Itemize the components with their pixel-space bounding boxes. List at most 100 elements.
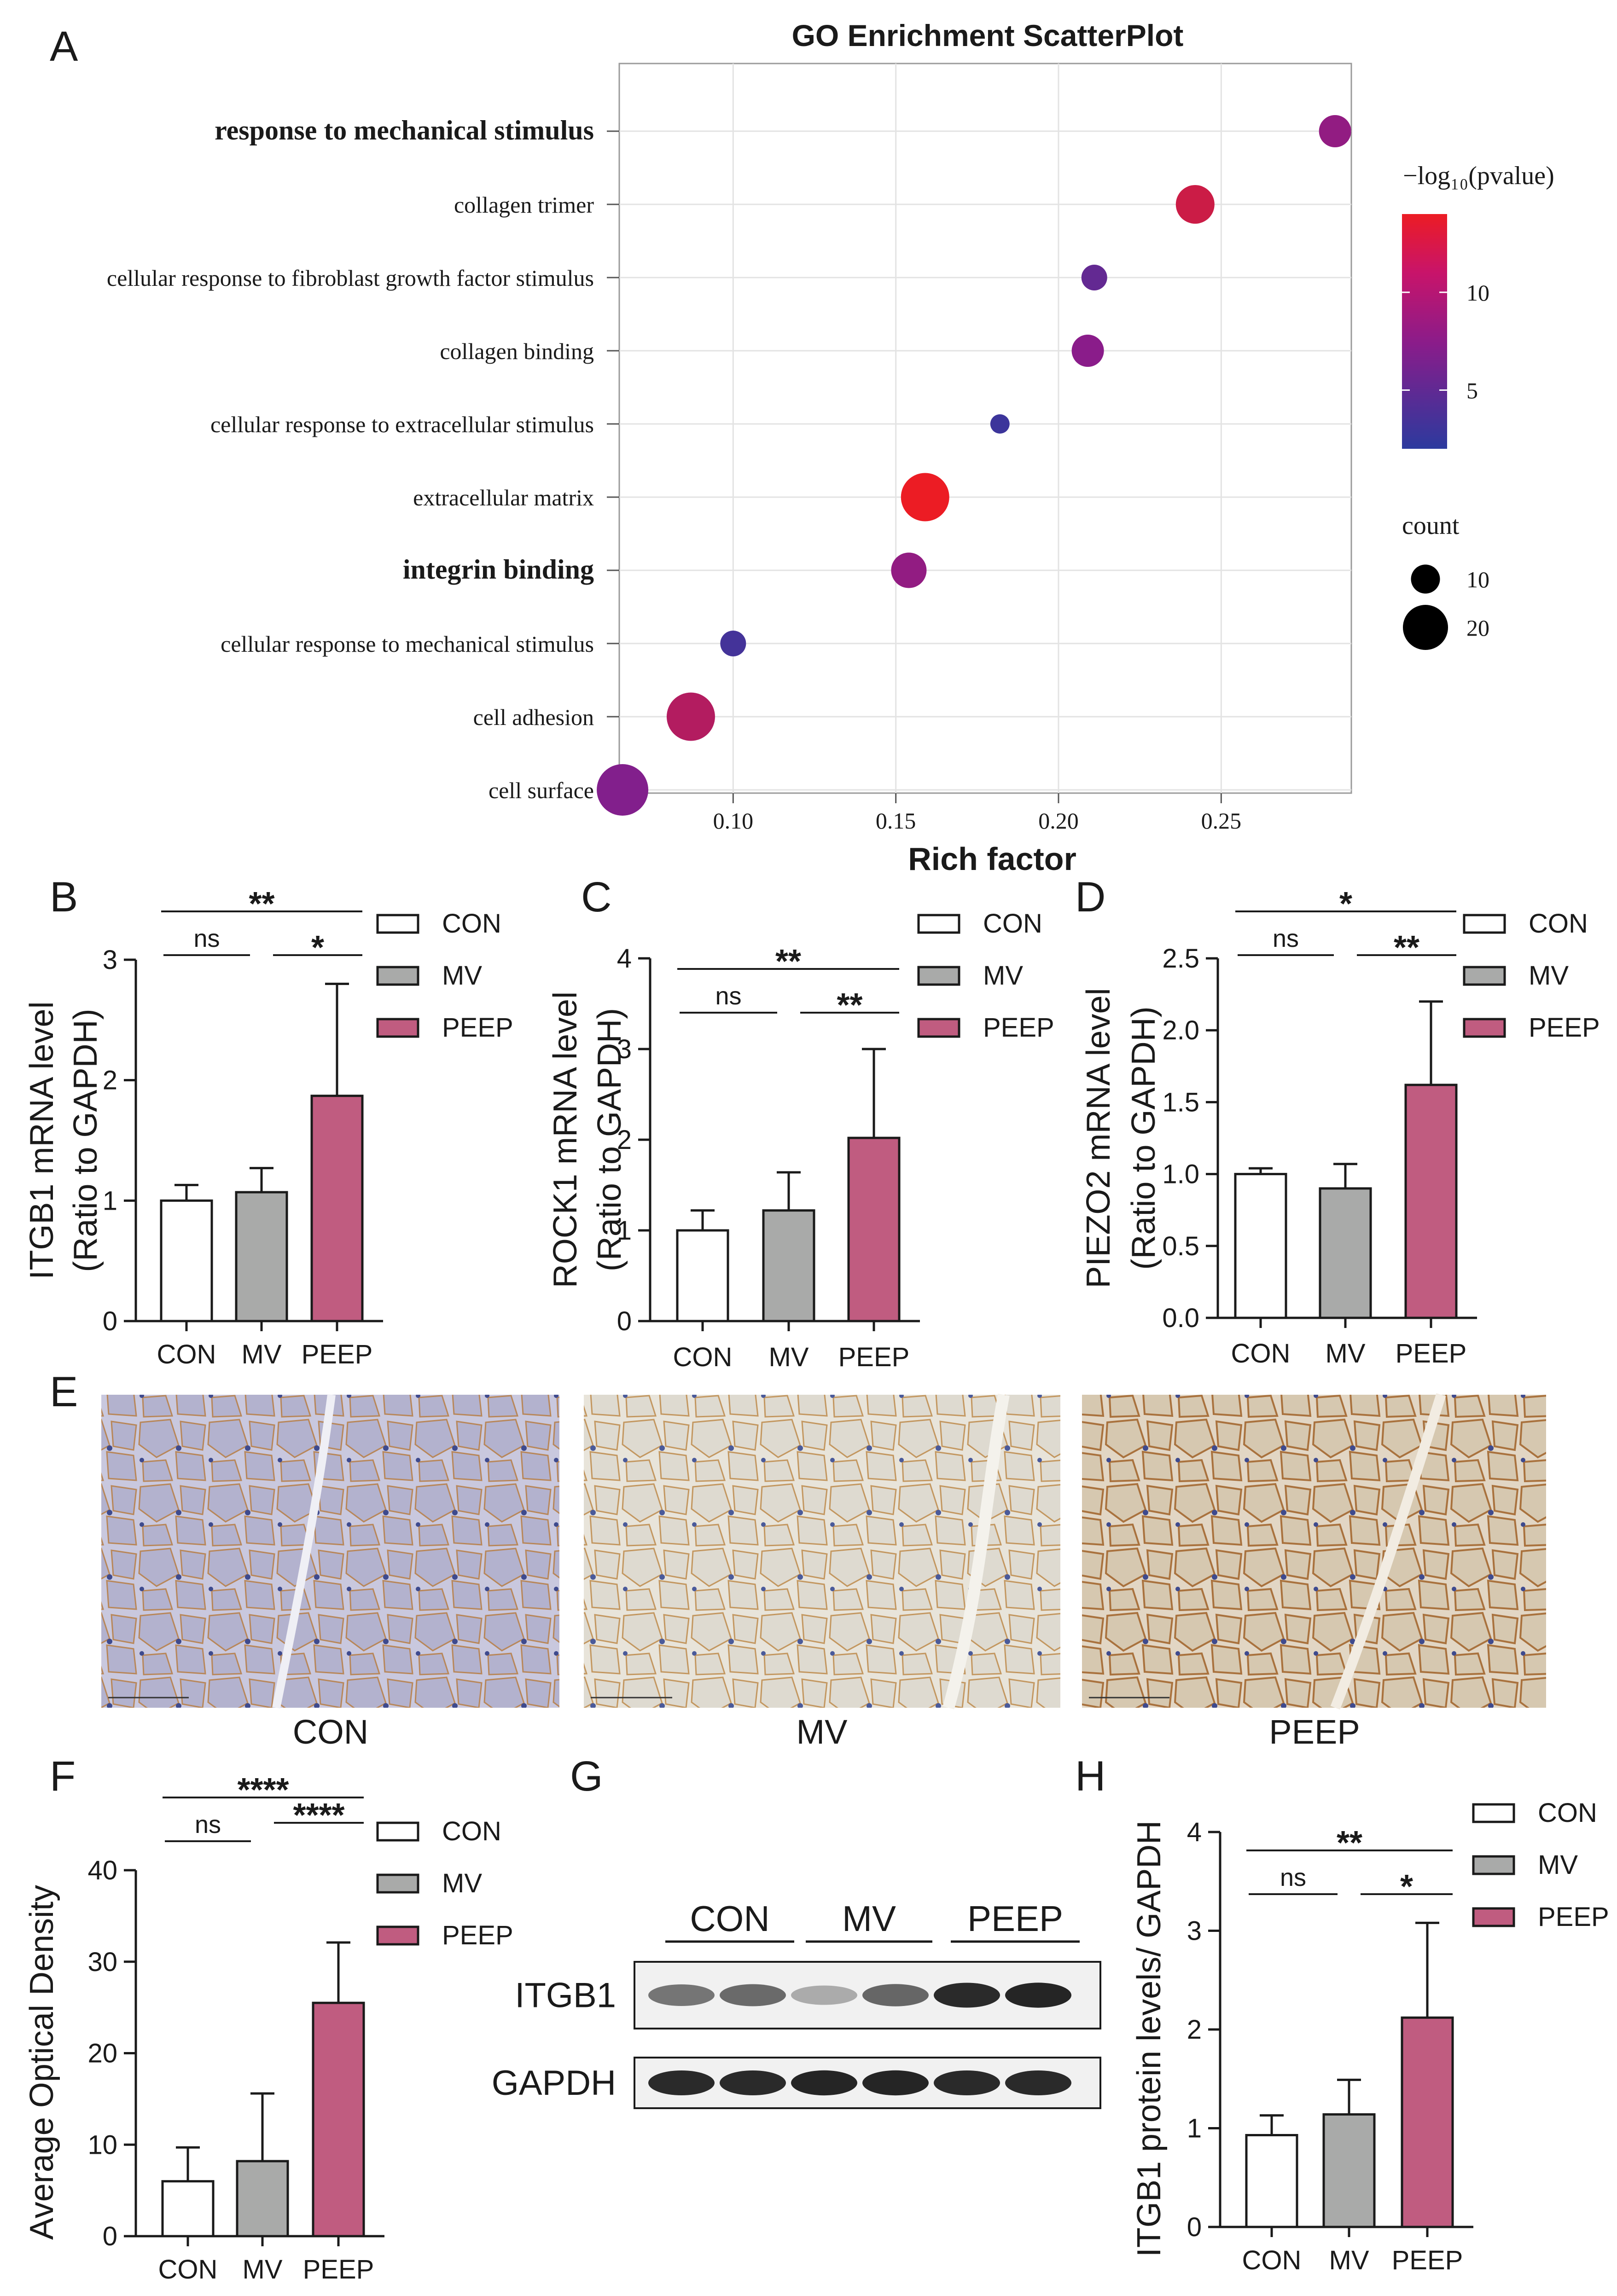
go-term-label: cellular response to extracellular stimu… [210,412,594,437]
histology-caption-mv: MV [797,1713,848,1751]
y-axis-label: PIEZO2 mRNA level [1080,988,1117,1288]
legend-swatch-mv [376,966,419,986]
go-color-tick-label: 5 [1466,378,1478,404]
blot-band [1005,2070,1071,2095]
y-tick-label: 3 [1187,1916,1202,1946]
x-tick-label: PEEP [1392,2245,1463,2275]
y-tick-label: 2 [103,1066,117,1096]
legend-label: CON [442,1816,501,1846]
bar-mv [1319,1187,1372,1319]
histology-fissure-mv [942,1393,1010,1710]
blot-band [791,1985,857,2005]
go-plot-area [618,63,1352,794]
legend-label: PEEP [1529,1013,1600,1043]
y-tick-label: 1.0 [1162,1160,1199,1189]
significance-stars: ** [775,943,801,980]
blot-band [934,2070,1000,2095]
y-tick-label: 1 [103,1186,117,1216]
x-tick-label: MV [243,2255,283,2284]
significance-label-ns: ns [1273,925,1299,952]
y-tick-label: 10 [87,2130,117,2160]
panel-letter-a: A [50,23,78,70]
blot-band [720,2070,786,2095]
blot-band [862,2070,929,2096]
bar-chart-itgb1-protein: 0 1 2 3 4 ITGB1 protein levels/ GAPDH CON MV PEE… [1131,1798,1609,2275]
panel-letter-f: F [50,1753,76,1800]
go-term-label: response to mechanical stimulus [215,115,594,145]
significance-stars: * [1339,886,1352,922]
go-point [1081,265,1107,290]
legend-swatch-peep [1463,1018,1506,1038]
go-term-label: extracellular matrix [413,485,594,510]
significance-stars: ** [1394,929,1419,966]
go-term-label: cell surface [489,777,594,803]
x-tick-label: CON [1242,2245,1302,2275]
histology-image-mv [584,1395,1060,1708]
bar-chart-rock1-mrna: 0 1 2 3 4 ROCK1 mRNA level (Ratio to GAPDH) CON… [547,909,1054,1372]
blot-band [862,1984,929,2006]
go-point [597,764,649,816]
blot-group-label: MV [842,1898,896,1939]
significance-label-ns: ns [195,1811,221,1838]
go-scatter-plot: GO Enrichment ScatterPlot response to me… [107,18,1554,877]
go-point [1175,185,1215,224]
go-size-legend-title: count [1402,511,1460,540]
x-tick-label: MV [1326,1339,1366,1368]
y-axis-label: ROCK1 mRNA level [547,991,584,1288]
histology-panel: CON MV PEEP [101,1393,1546,1751]
go-point [990,414,1010,434]
y-tick-label: 20 [87,2039,117,2069]
go-color-tick-label: 10 [1466,280,1489,306]
x-tick-label: CON [673,1342,733,1372]
legend-swatch-peep [1472,1907,1515,1927]
x-tick-label: PEEP [302,1339,373,1369]
go-size-legend: 10 20 [1403,564,1489,650]
blot-band [720,1984,786,2006]
bar-peep [310,1095,364,1322]
go-term-label: cell adhesion [473,704,594,730]
legend-swatch-mv [1463,966,1506,986]
bar-con [1234,1173,1287,1319]
x-tick-label: MV [1329,2245,1369,2275]
blot-group-label: PEEP [967,1898,1063,1939]
x-tick-label: PEEP [303,2255,374,2284]
bar-mv [762,1209,815,1322]
x-tick-label: MV [242,1339,282,1369]
legend-label: PEEP [442,1920,513,1950]
significance-stars: ** [1337,1825,1362,1861]
bar-peep [847,1136,901,1322]
bar-peep [312,2001,365,2238]
go-term-label: cellular response to fibroblast growth f… [107,265,594,291]
y-tick-label: 2 [1187,2015,1202,2045]
y-axis-label: Average Optical Density [23,1885,60,2240]
legend-label: PEEP [983,1013,1054,1043]
histology-image-peep [1082,1395,1546,1708]
y-axis-label-units: (Ratio to GAPDH) [67,1009,104,1272]
bar-mv [236,2160,289,2238]
y-axis-label: ITGB1 protein levels/ GAPDH [1131,1821,1168,2257]
x-tick-label: CON [158,2255,218,2284]
panel-letter-b: B [50,874,78,921]
blot-row-label: ITGB1 [515,1976,616,2015]
y-axis-label-units: (Ratio to GAPDH) [1125,1006,1162,1270]
legend-label: PEEP [442,1013,513,1043]
legend-swatch-mv [376,1873,419,1894]
go-term-labels: response to mechanical stimulus collagen … [107,115,619,803]
significance-label-ns: ns [715,982,741,1010]
legend-label: MV [1529,961,1569,991]
western-blot-panel: CON MV PEEP ITGB1 GAPDH [492,1898,1101,2109]
legend-swatch-con [1463,914,1506,934]
go-point [1319,115,1351,147]
y-tick-label: 1.5 [1162,1087,1199,1117]
bar-mv [235,1191,288,1322]
histology-fissure-peep [1330,1393,1446,1710]
histology-fissure-con [272,1394,336,1709]
histology-caption-con: CON [293,1713,368,1751]
go-color-bar [1402,214,1447,449]
y-tick-label: 3 [103,945,117,975]
bar-con [676,1229,729,1322]
go-point [720,631,746,656]
panel-letter-e: E [50,1368,78,1415]
x-tick-label: CON [157,1339,216,1369]
